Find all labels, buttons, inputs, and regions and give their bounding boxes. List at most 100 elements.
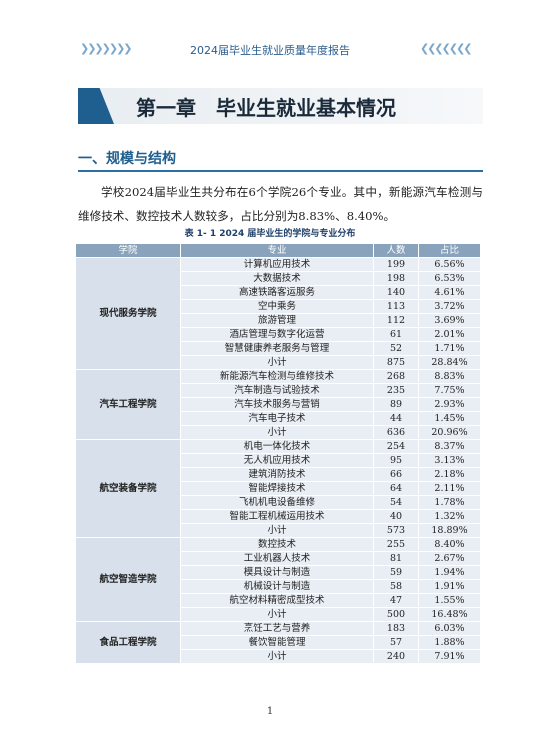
table-row: 智能工程机械运用技术 40 1.32% [76,509,481,524]
table-cell: 空中乘务 [180,299,374,314]
table-cell: 酒店管理与数字化运营 [180,327,374,342]
table-cell: 8.40% [418,537,481,552]
table-row: 航空材料精密成型技术 47 1.55% [76,593,481,608]
table-cell: 6.53% [418,271,481,286]
table-cell: 95 [373,453,419,468]
table-cell: 500 [373,607,419,622]
table-cell: 飞机机电设备维修 [180,495,374,510]
table-cell: 198 [373,271,419,286]
table-row: 智慧健康养老服务与管理 52 1.71% [76,341,481,356]
page-number: 1 [266,706,274,717]
table-cell: 16.48% [418,607,481,622]
table-cell: 8.83% [418,369,481,384]
table-cell: 汽车电子技术 [180,411,374,426]
table-row: 现代服务学院 计算机应用技术 199 6.56% [75,257,481,370]
table-cell: 140 [373,285,419,300]
table-cell: 52 [373,341,419,356]
table-row: 空中乘务 113 3.72% [76,299,481,314]
table-cell: 智慧健康养老服务与管理 [180,341,374,356]
table-cell: 66 [373,467,419,482]
section-title: 一、规模与结构 [78,151,176,167]
table-caption: 表 1- 1 2024 届毕业生的学院与专业分布 [184,229,356,239]
header-cell: 占比 [418,243,481,258]
table-cell: 1.78% [418,495,481,510]
table-cell: 餐饮智能管理 [180,635,374,650]
table-cell: 8.37% [418,439,481,454]
table-row: 智能焊接技术 64 2.11% [76,481,481,496]
banner-tab [78,88,114,124]
table-cell: 机械设计与制造 [180,579,374,594]
table-cell: 2.67% [418,551,481,566]
table-cell: 航空材料精密成型技术 [180,593,374,608]
table-cell: 2.01% [418,327,481,342]
table-cell: 2.93% [418,397,481,412]
table-cell: 智能工程机械运用技术 [180,509,374,524]
table-cell: 6.03% [418,621,481,636]
college-cell: 航空装备学院 [75,439,181,538]
table-row: 小计 875 28.84% [76,355,481,370]
table-cell: 636 [373,425,419,440]
table-cell: 40 [373,509,419,524]
table-cell: 建筑消防技术 [180,467,374,482]
table-cell: 旅游管理 [180,313,374,328]
table-cell: 数控技术 [180,537,374,552]
table-cell: 57 [373,635,419,650]
table-cell: 汽车技术服务与营销 [180,397,374,412]
table-cell: 3.13% [418,453,481,468]
table-cell: 小计 [180,523,374,538]
table-row: 旅游管理 112 3.69% [76,313,481,328]
table-cell: 6.56% [418,257,481,272]
table-cell: 小计 [180,425,374,440]
table-cell: 44 [373,411,419,426]
table-cell: 1.32% [418,509,481,524]
table-row: 酒店管理与数字化运营 61 2.01% [76,327,481,342]
table-row: 汽车制造与试验技术 235 7.75% [76,383,481,398]
table-cell: 58 [373,579,419,594]
decoration: ❮❮❮❮❮❮❮ [420,42,473,55]
college-cell: 汽车工程学院 [75,369,181,440]
table-cell: 113 [373,299,419,314]
table-cell: 大数据技术 [180,271,374,286]
paragraph: 学校2024届毕业生共分布在6个学院26个专业。其中，新能源汽车检测与维修技术、… [78,185,483,223]
table-row: 飞机机电设备维修 54 1.78% [76,495,481,510]
table-cell: 小计 [180,607,374,622]
table-cell: 59 [373,565,419,580]
decoration: ❯❯❯❯❯❯❯ [80,42,133,55]
table-cell: 20.96% [418,425,481,440]
chapter-banner: 第一章 毕业生就业基本情况 [78,88,483,124]
table-cell: 计算机应用技术 [180,257,374,272]
table-cell: 235 [373,383,419,398]
table-cell: 1.45% [418,411,481,426]
header-title: 2024届毕业生就业质量年度报告 [190,44,350,57]
table-cell: 61 [373,327,419,342]
table-cell: 2.18% [418,467,481,482]
table-row: 汽车工程学院 新能源汽车检测与维修技术 268 8.83% [75,369,481,440]
header-cell: 人数 [373,243,419,258]
table-cell: 新能源汽车检测与维修技术 [180,369,374,384]
table-cell: 199 [373,257,419,272]
table-cell: 183 [373,621,419,636]
table-cell: 2.11% [418,481,481,496]
table-row: 航空智造学院 数控技术 255 8.40% [75,537,481,622]
table-cell: 3.72% [418,299,481,314]
table-cell: 255 [373,537,419,552]
table-cell: 875 [373,355,419,370]
table-cell: 64 [373,481,419,496]
table-row: 航空装备学院 机电一体化技术 254 8.37% [75,439,481,538]
chapter-title: 第一章 毕业生就业基本情况 [136,96,396,120]
table-cell: 机电一体化技术 [180,439,374,454]
table-row: 汽车技术服务与营销 89 2.93% [76,397,481,412]
table-cell: 4.61% [418,285,481,300]
table-cell: 1.94% [418,565,481,580]
table-cell: 1.88% [418,635,481,650]
table-cell: 工业机器人技术 [180,551,374,566]
table-cell: 573 [373,523,419,538]
table-cell: 高速铁路客运服务 [180,285,374,300]
table: 学院 专业 人数 占比 现代服务学院 计算机应用技术 199 6.56% 大数据技术 198 6.5… [75,243,481,664]
table-row: 食品工程学院 烹饪工艺与营养 183 6.03% [75,621,481,664]
table-cell: 烹饪工艺与营养 [180,621,374,636]
table-cell: 112 [373,313,419,328]
table-cell: 无人机应用技术 [180,453,374,468]
table-cell: 7.75% [418,383,481,398]
